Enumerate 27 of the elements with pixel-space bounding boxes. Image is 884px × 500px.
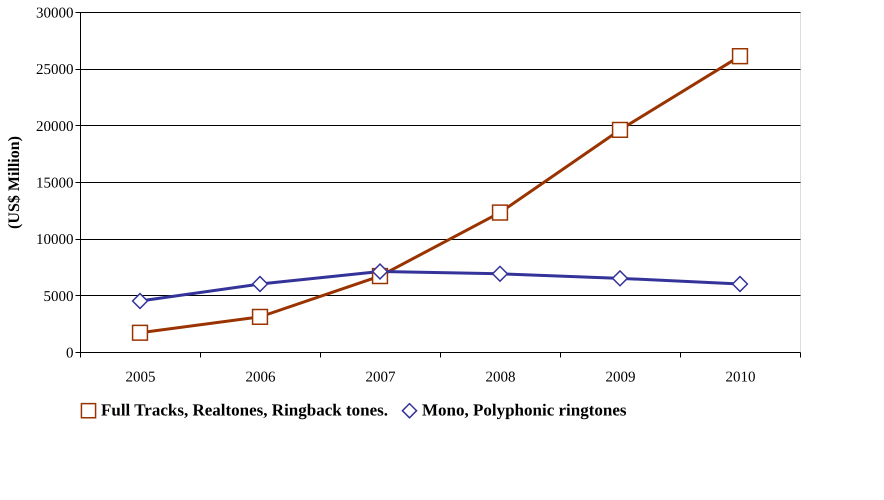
y-tick-label: 0 bbox=[66, 346, 74, 362]
point bbox=[252, 276, 268, 292]
x-tick-label: 2010 bbox=[726, 370, 756, 386]
point bbox=[612, 270, 628, 286]
point bbox=[492, 204, 508, 221]
point bbox=[372, 263, 388, 280]
point bbox=[252, 308, 268, 326]
point bbox=[732, 48, 748, 64]
x-tick-label: 2007 bbox=[366, 370, 396, 386]
y-axis-title: (US$ Million) bbox=[6, 136, 23, 229]
x-tick-label: 2008 bbox=[486, 370, 516, 386]
y-tick-label: 10000 bbox=[36, 232, 74, 248]
y-tick-label: 15000 bbox=[36, 176, 74, 192]
x-tick-label: 2006 bbox=[246, 370, 276, 386]
point bbox=[132, 324, 148, 341]
x-tick-label: 2005 bbox=[126, 370, 156, 386]
point bbox=[732, 276, 748, 292]
y-tick-label: 25000 bbox=[36, 62, 74, 78]
y-tick-label: 5000 bbox=[44, 288, 74, 305]
y-tick-label: 30000 bbox=[36, 6, 74, 22]
point bbox=[612, 122, 628, 138]
x-tick-label: 2009 bbox=[606, 370, 636, 386]
y-tick-label: 20000 bbox=[36, 118, 74, 135]
legend-label: Mono, Polyphonic ringtones bbox=[422, 400, 627, 420]
legend-label: Full Tracks, Realtones, Ringback tones. bbox=[101, 400, 388, 420]
point bbox=[492, 266, 508, 282]
point bbox=[132, 292, 148, 310]
